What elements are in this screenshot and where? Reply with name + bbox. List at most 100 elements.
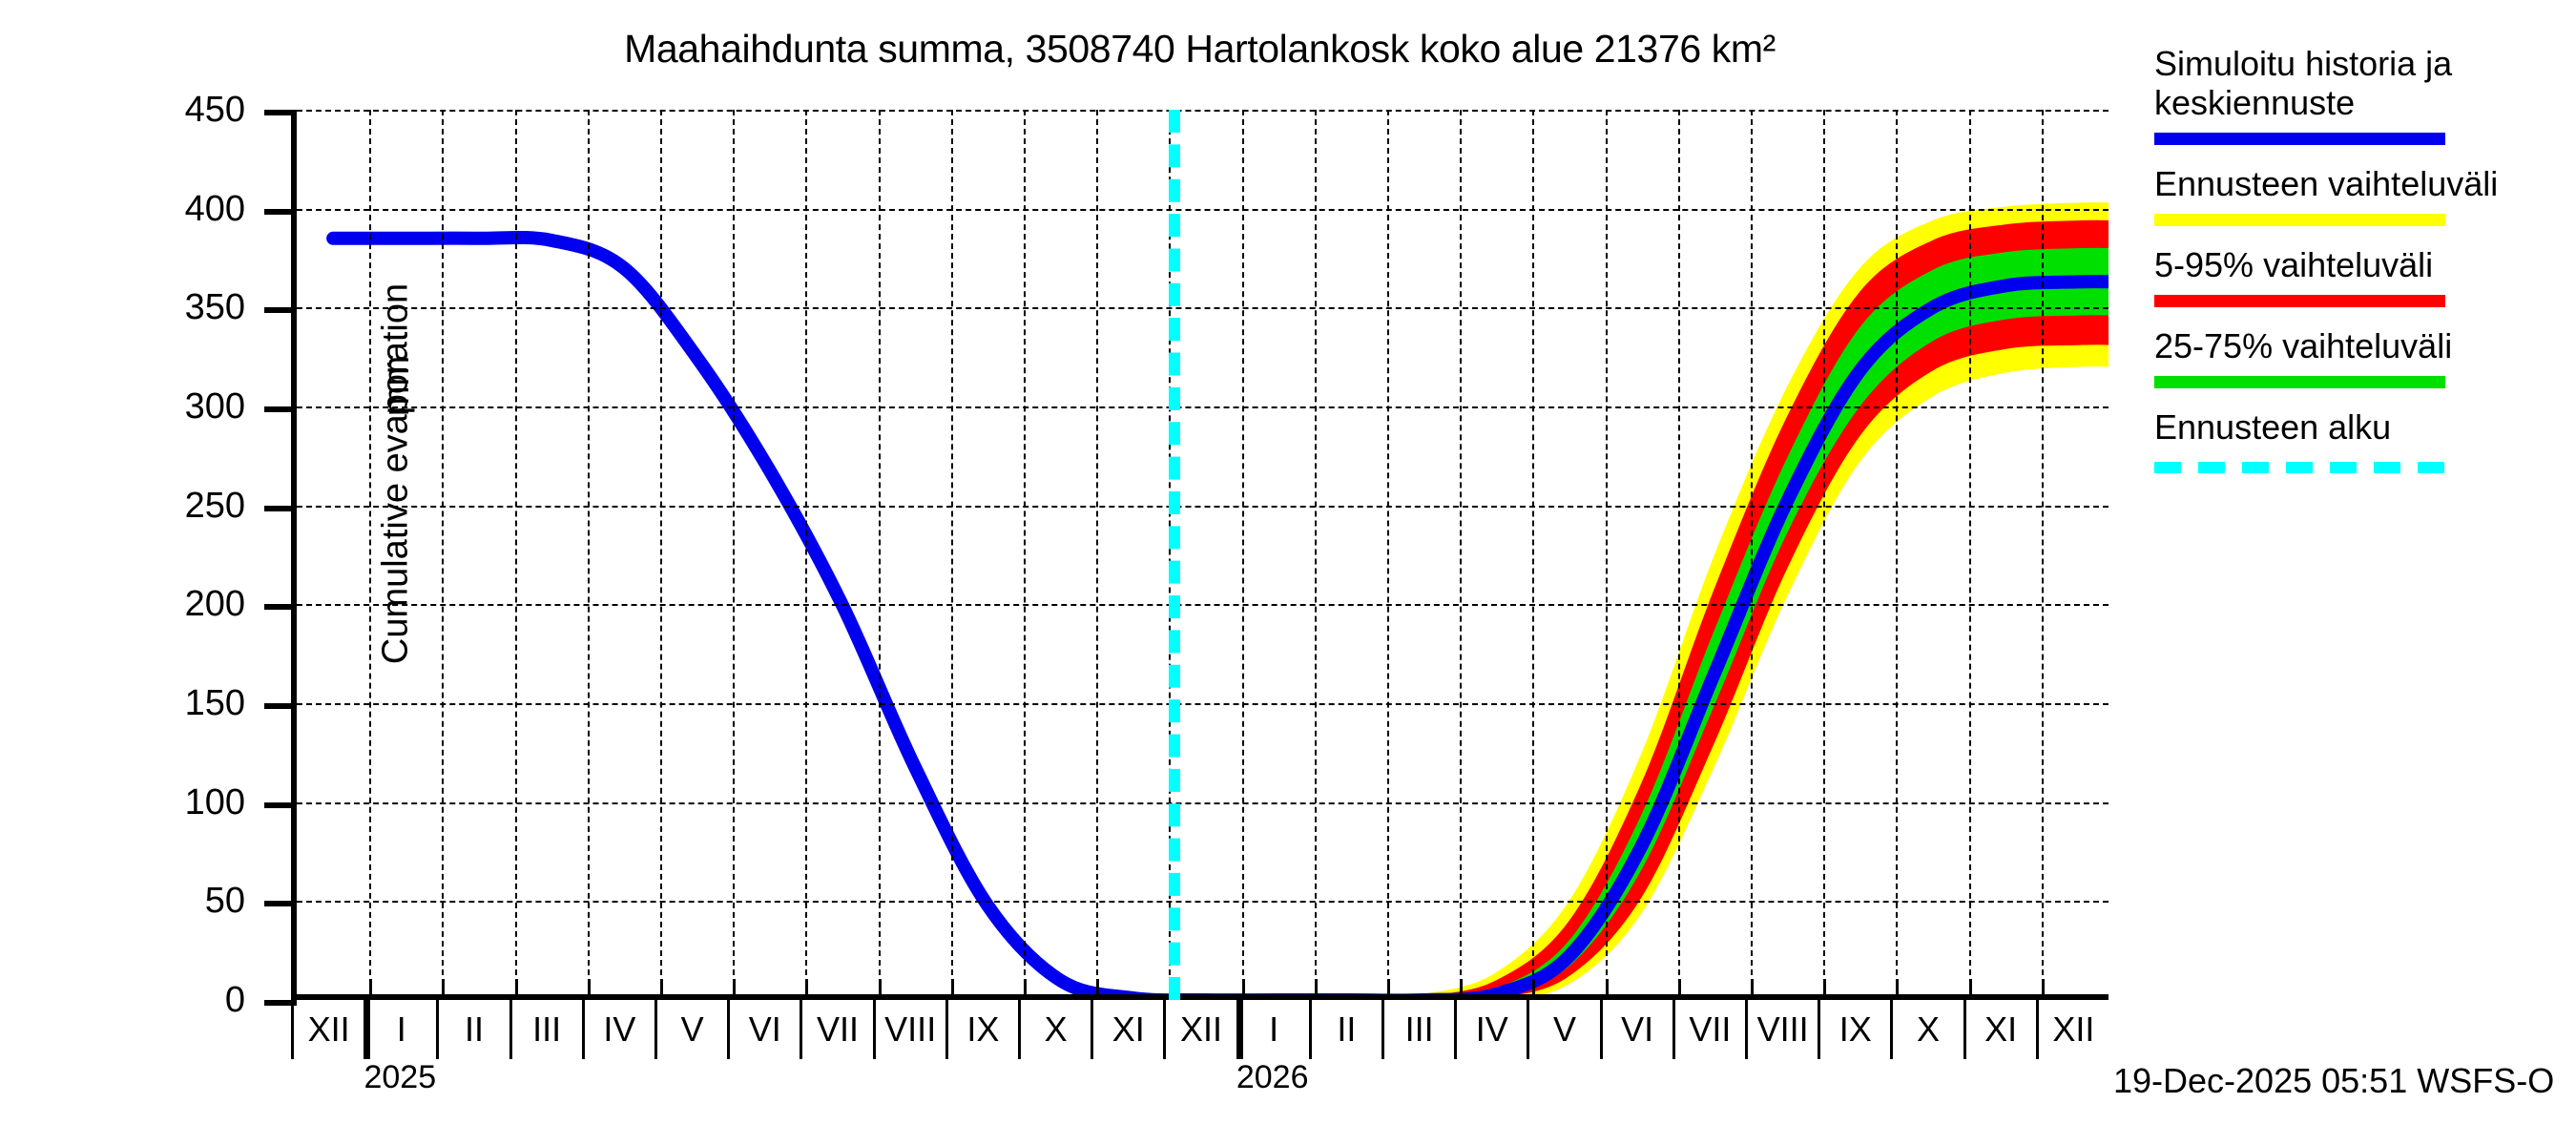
- y-axis-tick-label: 450: [184, 90, 245, 130]
- gridline-horizontal: [297, 901, 2109, 904]
- legend-item: Ennusteen alku: [2154, 407, 2565, 473]
- gridline-vertical: [1024, 110, 1026, 994]
- x-axis-tick: [1605, 979, 1609, 1000]
- x-axis-month-label: X: [1890, 1000, 1963, 1059]
- legend-item: Ennusteen vaihteluväli: [2154, 164, 2565, 226]
- x-axis-month-label: VII: [800, 1000, 872, 1059]
- gridline-horizontal: [297, 703, 2109, 705]
- x-axis-tick: [1823, 979, 1827, 1000]
- y-axis-tick-label: 50: [204, 881, 245, 922]
- gridline-vertical: [1532, 110, 1535, 994]
- gridline-horizontal: [297, 406, 2109, 408]
- x-axis-month-label: V: [1527, 1000, 1599, 1059]
- x-axis-month-label: VII: [1672, 1000, 1745, 1059]
- y-axis-tick-label: 300: [184, 386, 245, 427]
- y-axis-tick: [264, 604, 297, 611]
- legend-item-swatch: [2154, 133, 2445, 145]
- legend-item-swatch: [2154, 376, 2445, 388]
- x-axis-month-label: VI: [727, 1000, 800, 1059]
- x-axis-tick: [950, 979, 954, 1000]
- gridline-vertical: [950, 110, 953, 994]
- x-axis-month-label: XII: [1163, 1000, 1236, 1059]
- legend: Simuloitu historia ja keskiennuste Ennust…: [2154, 44, 2565, 492]
- legend-item: 5-95% vaihteluväli: [2154, 245, 2565, 307]
- x-axis-month-label: XII: [2035, 1000, 2109, 1059]
- y-axis-tick: [264, 802, 297, 808]
- y-axis-tick: [264, 307, 297, 314]
- plot-clip: [297, 110, 2109, 994]
- gridline-horizontal: [297, 110, 2109, 112]
- x-axis-tick: [1968, 979, 1972, 1000]
- legend-item: Simuloitu historia ja keskiennuste: [2154, 44, 2565, 145]
- page-title: Maahaihdunta summa, 3508740 Hartolankosk…: [624, 27, 1776, 71]
- x-axis-month-label: II: [436, 1000, 509, 1059]
- gridline-vertical: [1896, 110, 1899, 994]
- gridline-vertical: [878, 110, 881, 994]
- x-axis-year-label: 2026: [1236, 1059, 1309, 1095]
- y-axis-tick-label: 200: [184, 584, 245, 625]
- x-axis-tick: [733, 979, 737, 1000]
- x-axis-tick: [442, 979, 446, 1000]
- x-axis-tick: [587, 979, 591, 1000]
- legend-item-swatch: [2154, 295, 2445, 307]
- legend-item-swatch: [2154, 214, 2445, 226]
- gridline-horizontal: [297, 307, 2109, 310]
- forecast-start-vertical-line: [1169, 110, 1181, 1000]
- legend-item: 25-75% vaihteluväli: [2154, 326, 2565, 388]
- x-axis-year-boundary: [364, 1000, 371, 1059]
- legend-item-swatch: [2154, 462, 2445, 473]
- y-axis-title: Cumulative evaporation: [375, 282, 416, 665]
- series-canvas: [326, 202, 2109, 994]
- gridline-vertical: [660, 110, 662, 994]
- plot-area: Cumulative evaporation mm: [264, 110, 2109, 1006]
- x-axis-month-label: I: [364, 1000, 436, 1059]
- x-axis-tick: [1896, 979, 1900, 1000]
- gridline-vertical: [369, 110, 372, 994]
- x-axis-month-label: XI: [1091, 1000, 1163, 1059]
- gridline-vertical: [805, 110, 808, 994]
- x-axis-tick: [1532, 979, 1536, 1000]
- x-axis-tick: [660, 979, 663, 1000]
- x-axis-tick: [2041, 979, 2045, 1000]
- legend-item-label: 5-95% vaihteluväli: [2154, 245, 2434, 284]
- x-axis-tick: [805, 979, 809, 1000]
- x-axis-month-label: IV: [581, 1000, 654, 1059]
- y-axis-tick-label: 400: [184, 188, 245, 229]
- gridline-vertical: [1387, 110, 1389, 994]
- median-line: [326, 230, 2109, 994]
- x-axis-tick: [1024, 979, 1027, 1000]
- gridline-vertical: [587, 110, 590, 994]
- gridline-vertical: [1677, 110, 1680, 994]
- y-axis-tick: [264, 110, 297, 115]
- x-axis-month-label: IX: [945, 1000, 1018, 1059]
- gridline-horizontal: [297, 208, 2109, 211]
- x-axis-month-ruler: XII I II III IV V VI VII VIII IX X XI XII I II III IV V VI…: [291, 1000, 2109, 1095]
- legend-item-label: 25-75% vaihteluväli: [2154, 326, 2453, 365]
- y-axis-tick: [264, 901, 297, 907]
- y-axis-tick: [264, 505, 297, 511]
- x-axis-tick: [1096, 979, 1100, 1000]
- x-axis-month-label: VI: [1599, 1000, 1672, 1059]
- x-axis-tick: [878, 979, 882, 1000]
- y-axis-unit: mm: [377, 355, 418, 417]
- x-axis-month-label: IX: [1818, 1000, 1890, 1059]
- x-axis-tick: [1460, 979, 1464, 1000]
- gridline-vertical: [2041, 110, 2044, 994]
- y-axis-tick-label: 250: [184, 485, 245, 526]
- gridline-vertical: [1096, 110, 1099, 994]
- x-axis-month-label: I: [1236, 1000, 1309, 1059]
- x-axis-year-label: 2025: [364, 1059, 437, 1095]
- x-axis-month-label: V: [654, 1000, 727, 1059]
- legend-item-label: Simuloitu historia ja keskiennuste: [2154, 44, 2453, 122]
- x-axis-tick: [1387, 979, 1390, 1000]
- gridline-vertical: [1823, 110, 1826, 994]
- x-axis-month-label: II: [1308, 1000, 1381, 1059]
- x-axis-tick: [1241, 979, 1245, 1000]
- gridline-vertical: [1968, 110, 1971, 994]
- gridline-vertical: [514, 110, 517, 994]
- y-axis-tick-label: 150: [184, 683, 245, 723]
- gridline-vertical: [1605, 110, 1608, 994]
- x-axis-tick: [1751, 979, 1754, 1000]
- gridline-vertical: [1751, 110, 1753, 994]
